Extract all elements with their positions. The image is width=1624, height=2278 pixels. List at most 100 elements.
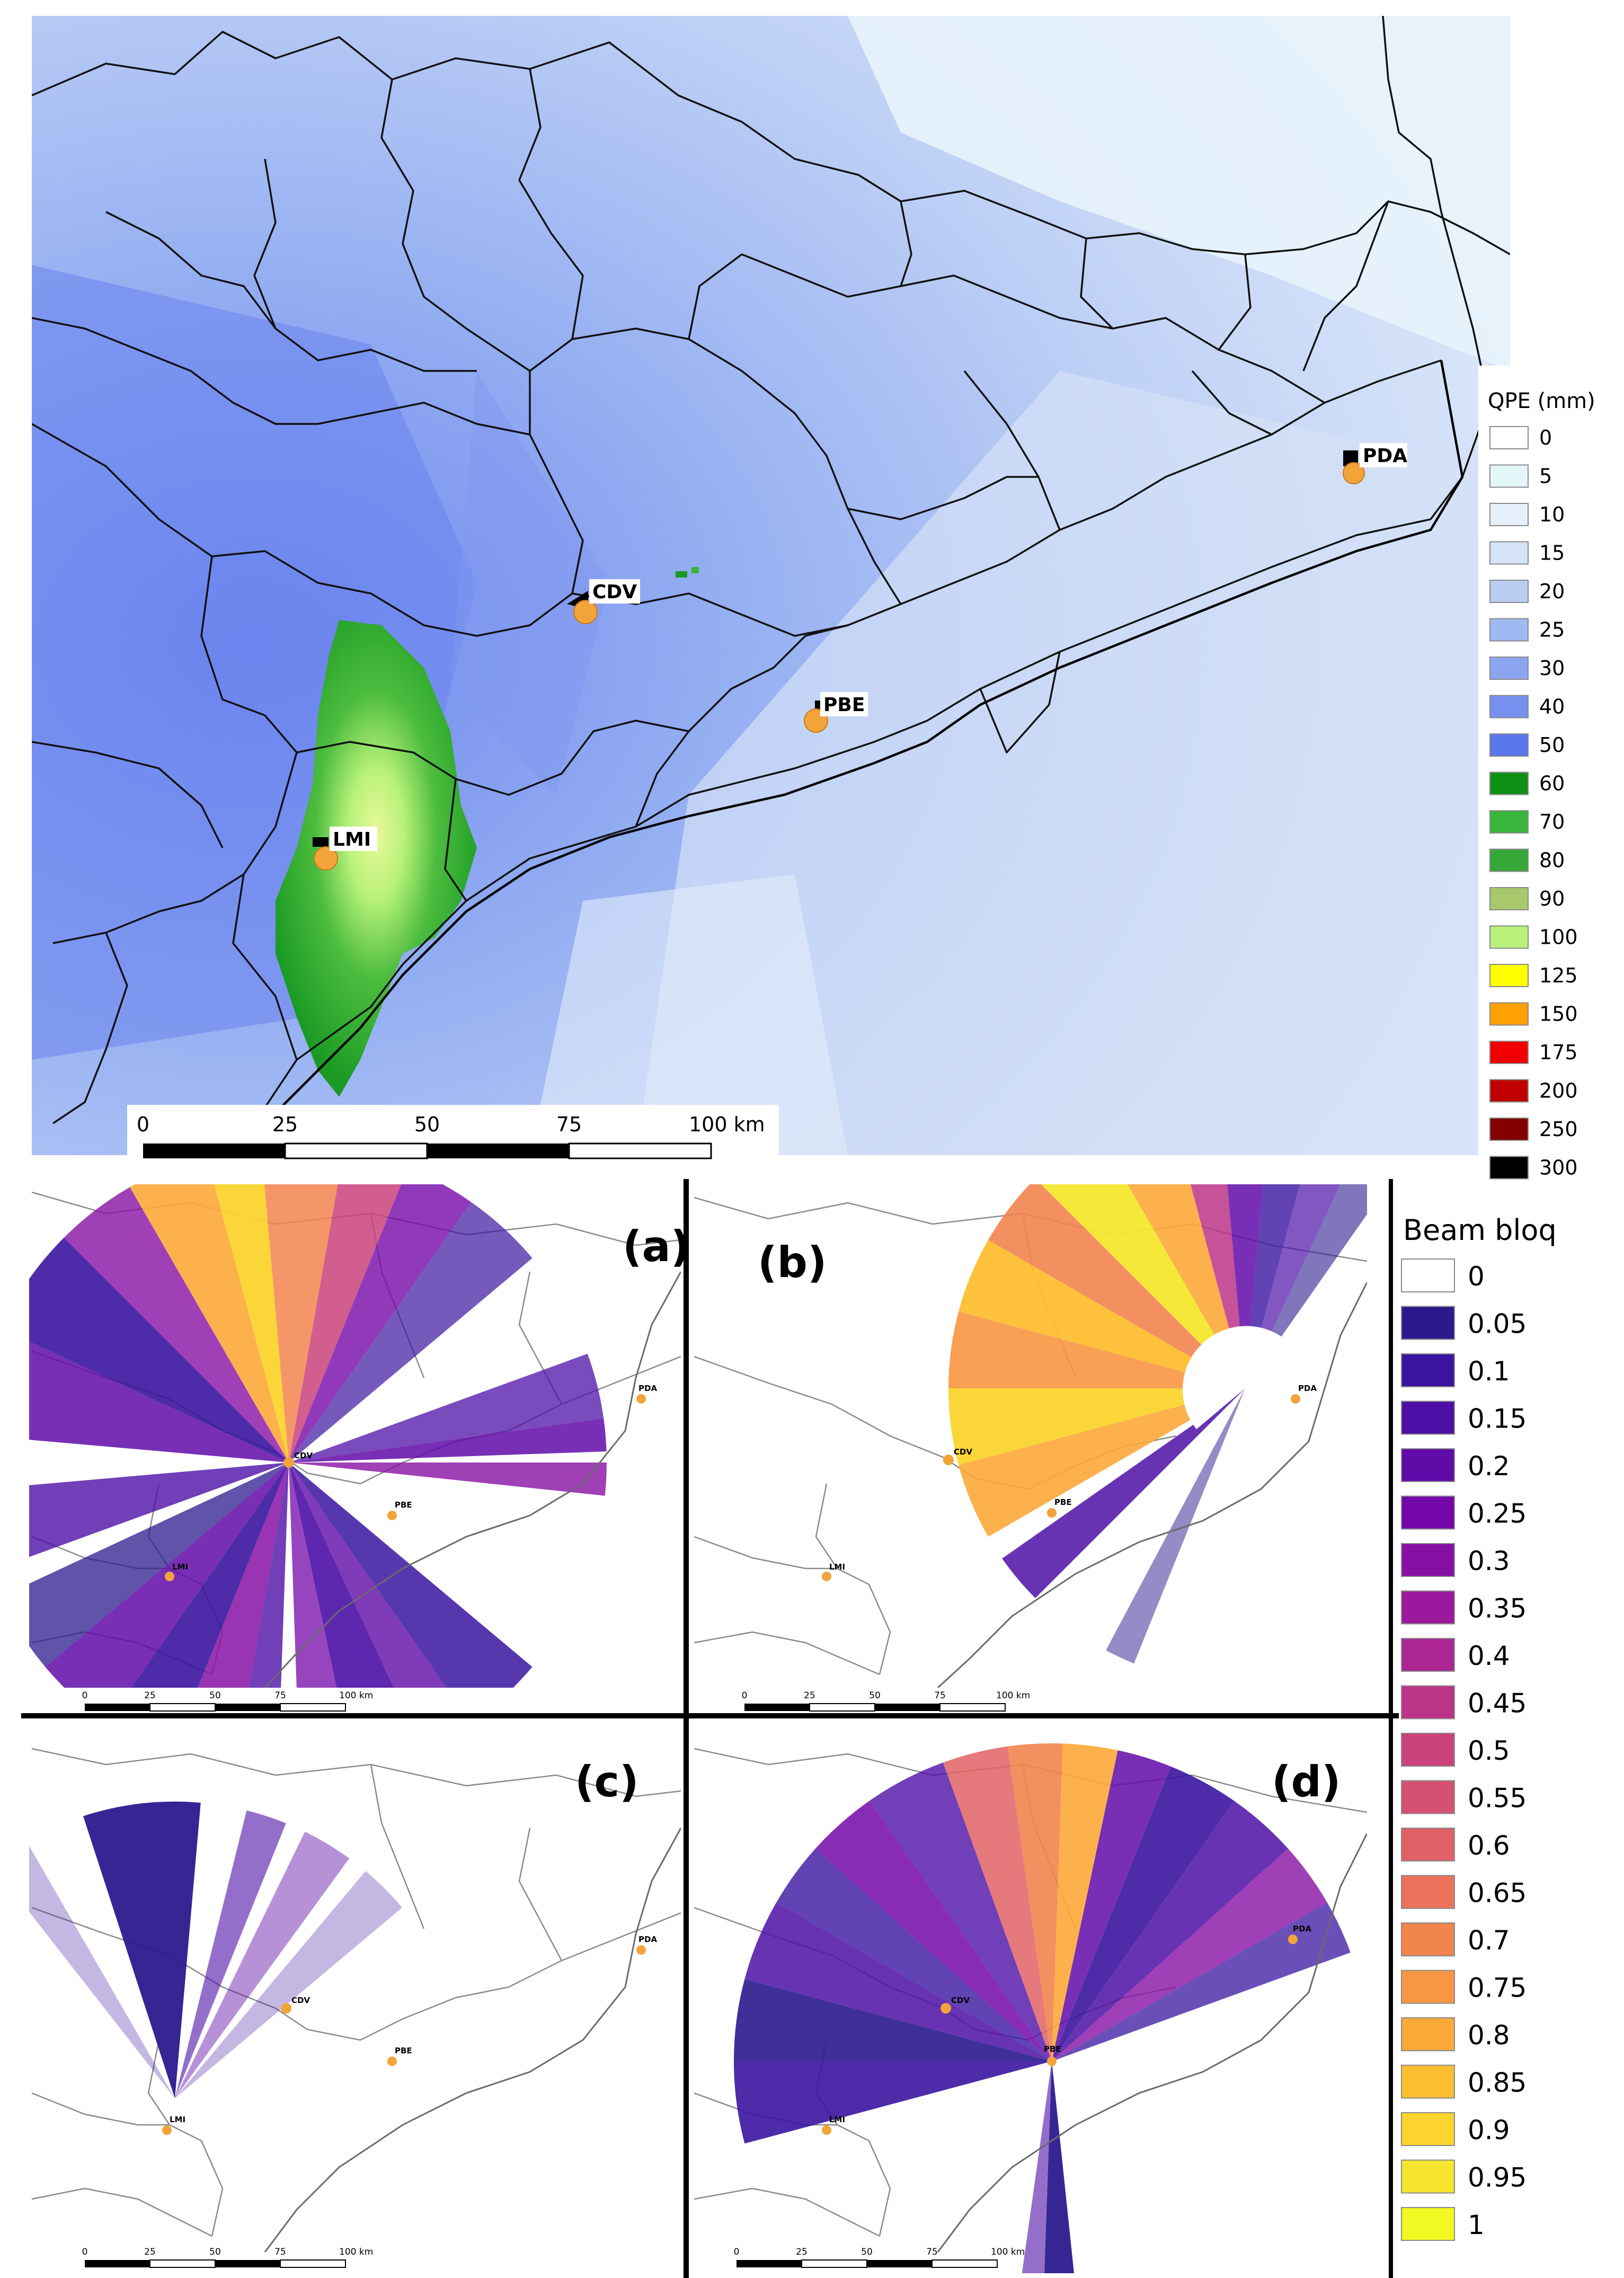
station-label: PBE <box>395 1500 412 1510</box>
legend-swatch <box>1401 1922 1455 1956</box>
legend-title: QPE (mm) <box>1488 389 1595 413</box>
radar-site-marker <box>636 1945 646 1955</box>
legend-entry: 20 <box>1489 580 1565 603</box>
legend-label: 300 <box>1539 1156 1578 1180</box>
beam-ray <box>1106 1388 1245 1664</box>
beam-ray <box>1052 1848 1327 2061</box>
beam-ray <box>29 1846 175 2098</box>
station-label: LMI <box>170 2115 185 2124</box>
legend-swatch <box>1489 464 1529 488</box>
legend-entry: 0 <box>1401 1258 1485 1292</box>
station-label: PBE <box>1044 2044 1061 2054</box>
radar-site-marker <box>281 2003 291 2014</box>
beam-ray <box>198 1462 289 1688</box>
legend-swatch <box>1489 1156 1529 1180</box>
beam-ray <box>289 1462 533 1688</box>
beam-ray <box>959 1240 1245 1388</box>
radar-site-marker <box>1047 2057 1057 2066</box>
legend-label: 0.6 <box>1468 1830 1510 1861</box>
legend-swatch <box>1401 2207 1455 2241</box>
legend-swatch <box>1489 1118 1529 1141</box>
legend-label: 40 <box>1539 695 1565 719</box>
legend-swatch <box>1489 848 1529 872</box>
beam-ray <box>64 1187 289 1462</box>
legend-swatch <box>1401 1733 1455 1767</box>
radar-site-marker <box>283 1457 294 1468</box>
legend-entry: 0.3 <box>1401 1543 1510 1577</box>
legend-entry: 0.2 <box>1401 1448 1510 1482</box>
beam-ray <box>249 1462 289 1688</box>
legend-swatch <box>1489 887 1529 910</box>
station-pda: PDA <box>1343 443 1407 484</box>
legend-label: 125 <box>1539 964 1578 987</box>
beam-ray <box>1190 1184 1245 1388</box>
beam-ray <box>1044 2061 1075 2273</box>
radar-site-marker <box>822 2125 831 2135</box>
legend-swatch <box>1401 1638 1455 1672</box>
beam-ray <box>83 1801 201 2098</box>
legend-entry: 0.5 <box>1401 1733 1510 1767</box>
legend-swatch <box>1489 541 1529 565</box>
legend-swatch <box>1489 733 1529 757</box>
panel-c-stations: PDA CDV PBE LMI <box>162 1935 657 2135</box>
legend-entry: 0.25 <box>1401 1495 1527 1530</box>
legend-entry: 0.1 <box>1401 1353 1510 1387</box>
heavy-rain-area <box>276 620 477 1097</box>
legend-swatch <box>1489 964 1529 987</box>
beam-ray <box>988 1184 1245 1388</box>
legend-swatch <box>1401 1828 1455 1862</box>
legend-entry: 175 <box>1489 1041 1578 1064</box>
scale-tick: 0 <box>742 1690 748 1701</box>
legend-swatch <box>1489 1002 1529 1026</box>
legend-label: 150 <box>1539 1003 1578 1026</box>
scale-bar: 0 25 50 75 100 km <box>127 1105 779 1164</box>
legend-label: 80 <box>1539 849 1565 872</box>
beam-ray <box>948 1388 1245 1465</box>
legend-label: 70 <box>1539 810 1565 834</box>
legend-entry: 0.05 <box>1401 1306 1527 1340</box>
beam-ray <box>869 1762 1052 2061</box>
legend-swatch <box>1401 2064 1455 2099</box>
station-label: CDV <box>291 1996 310 2005</box>
legend-label: 15 <box>1539 542 1565 565</box>
legend-swatch <box>1489 503 1529 526</box>
station-label: LMI <box>333 829 371 850</box>
panel-tag: (d) <box>1272 1757 1341 1806</box>
legend-swatch <box>1401 1543 1455 1577</box>
panel-b <box>694 1184 1367 1688</box>
scale-tick: 100 km <box>339 1690 373 1701</box>
legend-entry: 0.6 <box>1401 1828 1510 1862</box>
legend-label: 0.85 <box>1468 2068 1527 2098</box>
legend-swatch <box>1489 925 1529 949</box>
beam-blockage-sectors <box>948 1184 1367 1664</box>
beam-ray <box>29 1462 289 1667</box>
legend-entry: 40 <box>1489 695 1565 719</box>
legend-swatch <box>1489 695 1529 719</box>
panel-tag: (b) <box>758 1238 827 1287</box>
radar-site-marker <box>1288 1935 1298 1944</box>
panel-tag: (a) <box>623 1222 690 1271</box>
radar-site-marker <box>943 1455 954 1465</box>
legend-title: Beam bloq <box>1403 1213 1557 1247</box>
beam-ray <box>959 1388 1245 1537</box>
scale-tick: 75 <box>556 1113 582 1136</box>
radar-site-marker <box>1343 462 1365 484</box>
beam-ray <box>1052 1750 1171 2061</box>
legend-entry: 0.75 <box>1401 1970 1527 2004</box>
legend-swatch <box>1401 1258 1455 1292</box>
station-label: PBE <box>823 694 865 716</box>
station-pbe: PBE <box>804 692 868 733</box>
legend-label: 250 <box>1539 1118 1578 1141</box>
legend-entry: 0.9 <box>1401 2112 1510 2146</box>
scale-tick: 75 <box>274 1690 286 1701</box>
legend-label: 0.35 <box>1468 1593 1527 1624</box>
legend-entry: 125 <box>1489 964 1578 987</box>
beam-ray <box>1183 1326 1294 1430</box>
scale-tick: 25 <box>796 2247 807 2257</box>
beam-ray <box>175 1810 286 2098</box>
station-label: PDA <box>638 1935 657 1944</box>
beam-ray <box>734 1979 1052 2061</box>
coastline <box>937 1833 1367 2253</box>
legend-entry: 0.55 <box>1401 1780 1527 1814</box>
